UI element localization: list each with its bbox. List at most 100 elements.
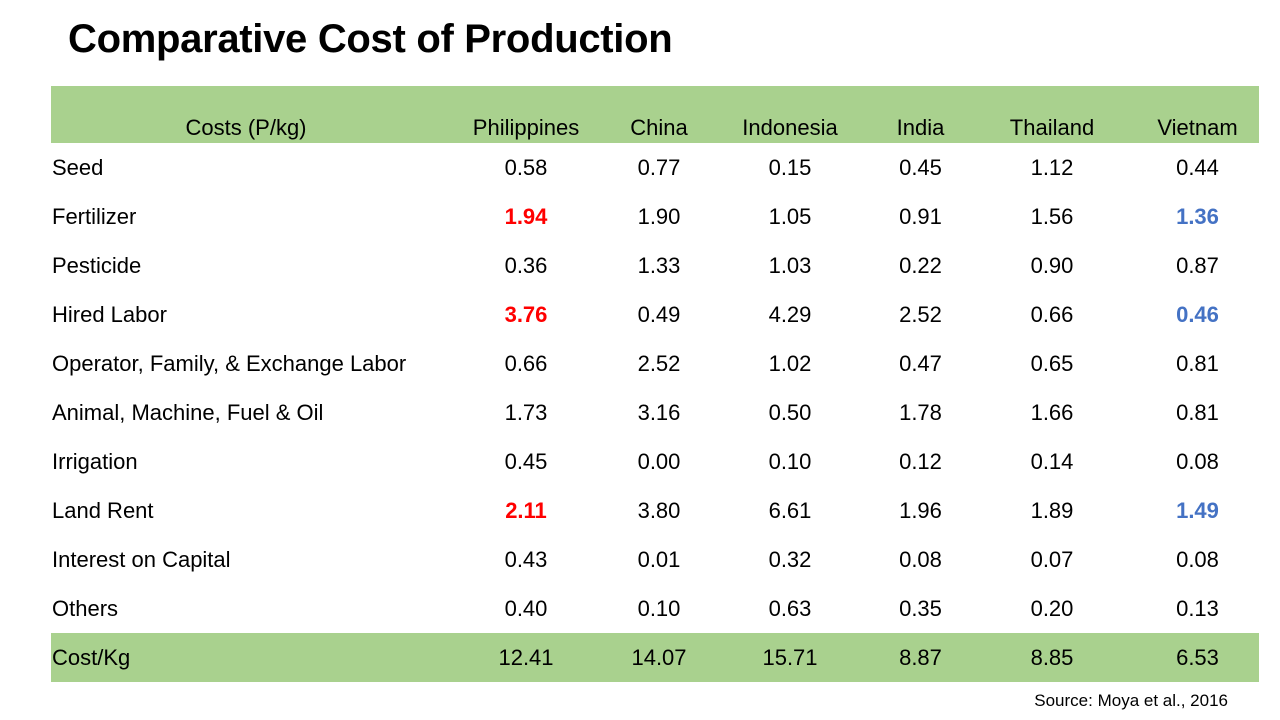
table-cell-highlight-red: 1.94: [504, 203, 548, 229]
cost-table: Costs (P/kg) Philippines China Indonesia…: [51, 86, 1259, 682]
row-label: Animal, Machine, Fuel & Oil: [52, 399, 324, 425]
table-cell: 2.52: [899, 301, 942, 327]
total-cell: 8.85: [968, 633, 1136, 682]
table-cell: 0.90: [1030, 252, 1074, 278]
table-cell: 0.44: [1176, 154, 1219, 180]
table-cell: 1.05: [768, 203, 812, 229]
table-row: Seed 0.58 0.77 0.15 0.45 1.12 0.44: [51, 143, 1259, 192]
row-label: Pesticide: [52, 252, 142, 278]
table-footer: Cost/Kg 12.41 14.07 15.71 8.87 8.85 6.53: [51, 633, 1259, 682]
row-label: Others: [52, 595, 119, 621]
table-cell: 0.08: [899, 546, 942, 572]
table-row: Animal, Machine, Fuel & Oil 1.73 3.16 0.…: [51, 388, 1259, 437]
table-cell: 6.61: [768, 497, 812, 523]
table-cell: 3.80: [637, 497, 681, 523]
table-cell: 3.16: [637, 399, 681, 425]
table-cell: 0.13: [1176, 595, 1219, 621]
source-citation: Source: Moya et al., 2016: [1034, 691, 1228, 710]
table-row: Hired Labor 3.76 0.49 4.29 2.52 0.66 0.4…: [51, 290, 1259, 339]
table-row: Land Rent 2.11 3.80 6.61 1.96 1.89 1.49: [51, 486, 1259, 535]
table-cell: 0.40: [504, 595, 548, 621]
table-cell: 0.22: [899, 252, 942, 278]
column-header-philippines: Philippines: [441, 86, 611, 143]
column-header-thailand: Thailand: [968, 86, 1136, 143]
table-cell: 0.32: [768, 546, 812, 572]
table-cell: 1.12: [1030, 154, 1074, 180]
table-cell: 1.02: [768, 350, 812, 376]
table-cell: 0.91: [899, 203, 942, 229]
table-cell-highlight-red: 3.76: [504, 301, 548, 327]
total-cell: 14.07: [611, 633, 707, 682]
table-cell: 0.20: [1030, 595, 1074, 621]
slide-title: Comparative Cost of Production: [68, 17, 673, 61]
total-row: Cost/Kg 12.41 14.07 15.71 8.87 8.85 6.53: [51, 633, 1259, 682]
column-header-indonesia: Indonesia: [707, 86, 873, 143]
table-cell: 1.89: [1030, 497, 1074, 523]
table-cell: 1.96: [899, 497, 942, 523]
table-cell: 0.00: [637, 448, 681, 474]
table-header: Costs (P/kg) Philippines China Indonesia…: [51, 86, 1259, 143]
table-cell: 0.08: [1176, 448, 1219, 474]
table-body: Seed 0.58 0.77 0.15 0.45 1.12 0.44 Ferti…: [51, 143, 1259, 633]
table-cell: 1.73: [504, 399, 548, 425]
row-label: Irrigation: [52, 448, 138, 474]
total-cell: 15.71: [707, 633, 873, 682]
table-cell: 0.49: [637, 301, 681, 327]
table-cell: 0.35: [899, 595, 942, 621]
table-cell: 0.10: [768, 448, 812, 474]
table-cell: 0.87: [1176, 252, 1219, 278]
table-cell: 1.56: [1030, 203, 1074, 229]
table-cell: 1.78: [899, 399, 942, 425]
table-row: Fertilizer 1.94 1.90 1.05 0.91 1.56 1.36: [51, 192, 1259, 241]
table-cell: 0.58: [504, 154, 548, 180]
table-cell-highlight-blue: 1.49: [1176, 497, 1219, 523]
table-cell: 1.03: [768, 252, 812, 278]
header-row: Costs (P/kg) Philippines China Indonesia…: [51, 86, 1259, 143]
column-header-vietnam: Vietnam: [1136, 86, 1259, 143]
table-cell: 0.43: [504, 546, 548, 572]
table-cell: 1.90: [637, 203, 681, 229]
total-cell: 12.41: [441, 633, 611, 682]
table-cell: 0.63: [768, 595, 812, 621]
column-header-india: India: [873, 86, 968, 143]
table-cell: 1.66: [1030, 399, 1074, 425]
table-cell: 0.08: [1176, 546, 1219, 572]
table-cell: 0.01: [637, 546, 681, 572]
table-cell-highlight-blue: 0.46: [1176, 301, 1219, 327]
total-cell: 8.87: [873, 633, 968, 682]
table-cell: 0.81: [1176, 399, 1219, 425]
table-cell: 2.52: [637, 350, 681, 376]
table-cell: 0.65: [1030, 350, 1074, 376]
table-row: Operator, Family, & Exchange Labor 0.66 …: [51, 339, 1259, 388]
table-cell: 0.36: [504, 252, 548, 278]
table-cell: 0.14: [1030, 448, 1074, 474]
table-row: Pesticide 0.36 1.33 1.03 0.22 0.90 0.87: [51, 241, 1259, 290]
table-row: Interest on Capital 0.43 0.01 0.32 0.08 …: [51, 535, 1259, 584]
table-cell: 0.81: [1176, 350, 1219, 376]
row-label: Operator, Family, & Exchange Labor: [52, 350, 407, 376]
table-cell: 0.66: [504, 350, 548, 376]
row-label: Hired Labor: [52, 301, 167, 327]
table-cell-highlight-red: 2.11: [505, 497, 547, 523]
table-cell: 4.29: [768, 301, 812, 327]
table-cell-highlight-blue: 1.36: [1176, 203, 1219, 229]
table-cell: 0.45: [899, 154, 942, 180]
table-row: Irrigation 0.45 0.00 0.10 0.12 0.14 0.08: [51, 437, 1259, 486]
table-cell: 0.45: [504, 448, 548, 474]
table-cell: 1.33: [637, 252, 681, 278]
column-header-china: China: [611, 86, 707, 143]
total-label: Cost/Kg: [51, 633, 441, 682]
table-cell: 0.10: [637, 595, 681, 621]
table-cell: 0.47: [899, 350, 942, 376]
table-cell: 0.77: [637, 154, 681, 180]
table-row: Others 0.40 0.10 0.63 0.35 0.20 0.13: [51, 584, 1259, 633]
table-cell: 0.15: [768, 154, 812, 180]
row-label: Seed: [52, 154, 104, 180]
row-label: Land Rent: [52, 497, 154, 523]
table-cell: 0.12: [899, 448, 942, 474]
row-label: Interest on Capital: [52, 546, 231, 572]
total-cell: 6.53: [1136, 633, 1259, 682]
table-cell: 0.66: [1030, 301, 1074, 327]
column-header-costs: Costs (P/kg): [51, 86, 441, 143]
